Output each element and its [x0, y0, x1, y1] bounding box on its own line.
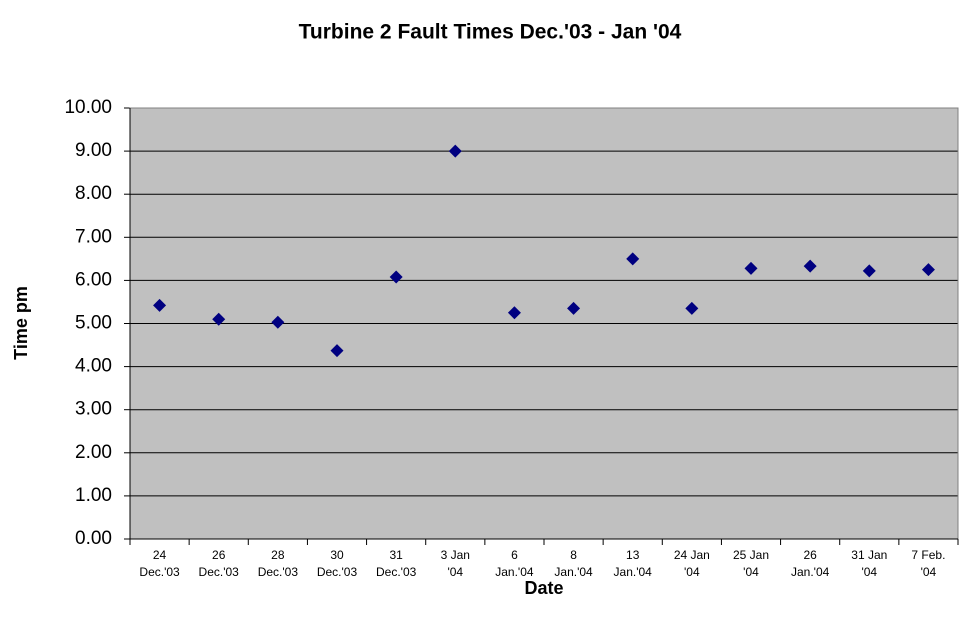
x-tick-label: 26 Dec.'03	[198, 548, 239, 579]
x-tick-label: 8 Jan.'04	[554, 548, 593, 579]
point	[921, 263, 935, 277]
chart-title: Turbine 2 Fault Times Dec.'03 - Jan '04	[299, 21, 682, 44]
point	[567, 301, 581, 315]
point	[803, 259, 817, 273]
y-tick-label: 7.00	[75, 226, 112, 247]
point	[448, 144, 462, 158]
x-axis-label: Date	[524, 578, 563, 598]
x-tick-label: 3 Jan '04	[440, 548, 470, 579]
y-tick-label: 8.00	[75, 183, 112, 204]
point	[271, 315, 285, 329]
x-tick-label: 31 Jan '04	[851, 548, 888, 579]
point	[330, 344, 344, 358]
x-tick-label: 28 Dec.'03	[257, 548, 298, 579]
point	[212, 312, 226, 326]
y-axis-label: Time pm	[11, 286, 31, 360]
point	[744, 261, 758, 275]
x-tick-label: 31 Dec.'03	[375, 548, 417, 579]
x-tick-label: 24 Jan '04	[673, 548, 710, 579]
x-tick-label: 26 Jan.'04	[790, 548, 830, 579]
x-tick-label: 6 Jan.'04	[495, 548, 534, 579]
point	[626, 252, 640, 266]
y-tick-label: 9.00	[75, 140, 112, 161]
y-tick-label: 4.00	[75, 356, 112, 377]
x-tick-label: 30 Dec.'03	[316, 548, 358, 579]
y-tick-label: 6.00	[75, 269, 112, 290]
x-tick-label: 7 Feb. '04	[911, 548, 946, 579]
x-tick-label: 25 Jan '04	[732, 548, 770, 579]
x-tick-label: 13 Jan.'04	[613, 548, 652, 579]
y-tick-label: 1.00	[75, 485, 112, 506]
x-tick-label: 24 Dec.'03	[139, 548, 180, 579]
y-tick-label: 5.00	[75, 313, 112, 334]
point	[389, 270, 403, 284]
y-tick-label: 2.00	[75, 442, 112, 463]
y-tick-label: 3.00	[75, 399, 112, 420]
point	[685, 301, 699, 315]
y-tick-label: 0.00	[75, 528, 112, 549]
point	[507, 306, 521, 320]
y-tick-label: 10.00	[64, 97, 112, 118]
point	[153, 298, 167, 312]
point	[862, 264, 876, 278]
